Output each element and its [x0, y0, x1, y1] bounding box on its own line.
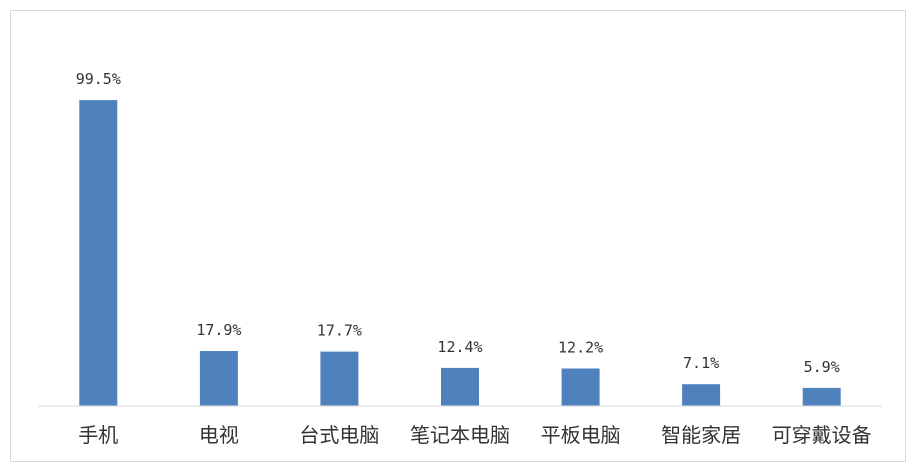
data-label-4: 12.4% — [437, 338, 482, 356]
bar-7 — [802, 387, 841, 406]
category-label-7: 可穿戴设备 — [772, 423, 872, 447]
data-label-5: 12.2% — [558, 339, 603, 357]
bar-2 — [199, 351, 238, 406]
bar-5 — [561, 368, 600, 406]
data-label-3: 17.7% — [317, 322, 362, 340]
value-labels-group: 99.5% 17.9% 17.7% 12.4% 12.2% 7.1% 5.9% — [76, 70, 840, 376]
data-label-2: 17.9% — [196, 321, 241, 339]
bar-3 — [320, 351, 359, 406]
data-label-6: 7.1% — [683, 354, 719, 372]
bars-group — [79, 100, 841, 406]
data-label-1: 99.5% — [76, 70, 121, 88]
category-label-1: 手机 — [78, 423, 118, 447]
bar-1 — [79, 100, 118, 406]
category-label-3: 台式电脑 — [299, 423, 379, 447]
category-label-6: 智能家居 — [661, 423, 741, 447]
bar-6 — [682, 384, 721, 406]
category-labels-group: 手机 电视 台式电脑 笔记本电脑 平板电脑 智能家居 可穿戴设备 — [78, 423, 871, 447]
bar-4 — [441, 367, 479, 406]
category-label-2: 电视 — [199, 423, 239, 447]
category-label-5: 平板电脑 — [541, 423, 621, 447]
data-label-7: 5.9% — [804, 358, 840, 376]
category-label-4: 笔记本电脑 — [410, 423, 510, 447]
